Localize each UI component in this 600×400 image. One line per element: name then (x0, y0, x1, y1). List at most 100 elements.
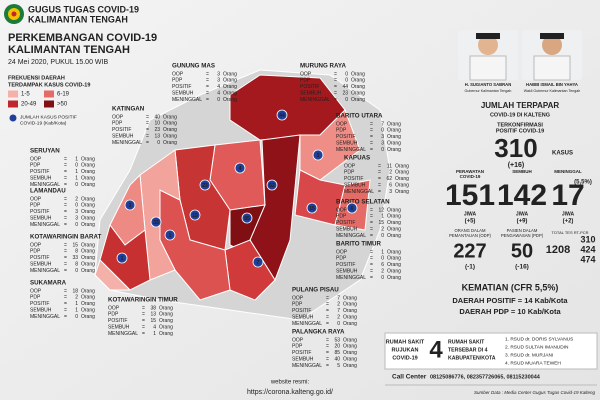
row-label: PDP (108, 312, 119, 318)
row-value: 1 (153, 331, 156, 337)
row-value: 3 (75, 216, 78, 222)
date: 24 Mei 2020, PUKUL 15.00 WIB (8, 59, 108, 66)
row-eq: = (142, 325, 145, 331)
case-marker-label: 7 (257, 260, 260, 266)
region-name: KATINGAN (112, 106, 145, 113)
row-eq: = (64, 216, 67, 222)
stat-label: PERAWATAN (456, 169, 484, 174)
row-eq: = (370, 262, 373, 268)
row-eq: = (370, 256, 373, 262)
row-eq: = (326, 308, 329, 314)
row-label: MENINGGAL (292, 321, 322, 327)
row-value: 44 (342, 84, 348, 90)
row-eq: = (146, 114, 149, 120)
row-eq: = (334, 78, 337, 84)
row-label: POSITIF (30, 255, 49, 261)
row-eq: = (142, 318, 145, 324)
hospital-desc: KABUPATEN/KOTA (448, 355, 496, 361)
row-eq: = (146, 127, 149, 133)
stat-unit: JIWA (464, 211, 477, 217)
count-label: PEMANTAUAN (ODP) (449, 233, 491, 238)
count-change: (-16) (515, 264, 529, 271)
row-value: 23 (342, 91, 348, 97)
row-unit: Orang (159, 312, 173, 318)
row-value: 1 (75, 308, 78, 314)
row-unit: Orang (81, 176, 95, 182)
row-label: PDP (30, 295, 41, 301)
row-value: 4 (217, 91, 220, 97)
row-unit: Orang (81, 255, 95, 261)
row-eq: = (142, 331, 145, 337)
row-label: OOP (30, 242, 42, 248)
row-label: PDP (344, 170, 355, 176)
case-marker (276, 109, 288, 121)
row-eq: = (334, 97, 337, 103)
leader-role: Wakil Gubernur Kalimantan Tengah (524, 89, 581, 93)
case-marker-label: 3 (317, 153, 320, 159)
row-unit: Orang (387, 141, 401, 147)
case-marker (116, 252, 128, 264)
row-value: 5 (337, 363, 340, 369)
map (94, 69, 391, 321)
row-unit: Orang (159, 325, 173, 331)
row-unit: Orang (159, 318, 173, 324)
row-unit: Orang (81, 268, 95, 274)
row-value: 53 (334, 337, 340, 343)
row-label: MENINGGAL (344, 189, 374, 195)
row-unit: Orang (387, 220, 401, 226)
case-marker-label: 85 (244, 216, 250, 222)
row-unit: Orang (81, 156, 95, 162)
row-unit: Orang (343, 321, 357, 327)
row-label: POSITIF (336, 262, 355, 268)
row-unit: Orang (81, 196, 95, 202)
case-marker-label: 6 (351, 206, 354, 212)
row-label: SEMBUH (30, 176, 52, 182)
row-value: 13 (154, 134, 160, 140)
count-value: 50 (511, 240, 533, 262)
legend-label: >50 (57, 102, 68, 108)
row-unit: Orang (387, 233, 401, 239)
row-label: SEMBUH (336, 227, 358, 233)
row-value: 0 (381, 256, 384, 262)
row-unit: Orang (343, 350, 357, 356)
row-value: 0 (75, 163, 78, 169)
row-value: 0 (345, 97, 348, 103)
row-unit: Orang (343, 315, 357, 321)
stat-change: (+2) (563, 219, 574, 225)
row-value: 1 (75, 301, 78, 307)
legend-label: 6-19 (57, 92, 70, 98)
confirmed-label: TERKONFIRMASI (497, 122, 543, 128)
confirmed-change: (+16) (508, 162, 525, 169)
row-unit: Orang (81, 169, 95, 175)
row-value: 1 (75, 156, 78, 162)
row-unit: Orang (395, 176, 409, 182)
row-eq: = (64, 314, 67, 320)
row-label: OOP (292, 295, 304, 301)
row-unit: Orang (343, 308, 357, 314)
row-eq: = (64, 301, 67, 307)
region-name: LAMANDAU (30, 188, 66, 195)
website-url: https://corona.kalteng.go.id/ (247, 389, 333, 396)
row-unit: Orang (387, 207, 401, 213)
row-eq: = (64, 262, 67, 268)
row-label: POSITIF (344, 176, 363, 182)
stat-value: 151 (445, 179, 495, 212)
row-eq: = (378, 163, 381, 169)
row-eq: = (334, 71, 337, 77)
row-eq: = (370, 134, 373, 140)
row-eq: = (142, 312, 145, 318)
hospital-count: 4 (429, 336, 443, 363)
row-label: OOP (108, 305, 120, 311)
row-label: SEMBUH (300, 91, 322, 97)
row-label: PDP (30, 203, 41, 209)
tests-extra: 474 (580, 254, 595, 264)
row-eq: = (206, 78, 209, 84)
row-value: 1 (75, 176, 78, 182)
row-eq: = (64, 203, 67, 209)
case-marker (234, 162, 246, 174)
title: PERKEMBANGAN COVID-19 (8, 32, 157, 44)
row-unit: Orang (387, 128, 401, 134)
row-label: POSITIF (292, 350, 311, 356)
row-value: 0 (381, 128, 384, 134)
case-marker-label: 23 (202, 183, 208, 189)
